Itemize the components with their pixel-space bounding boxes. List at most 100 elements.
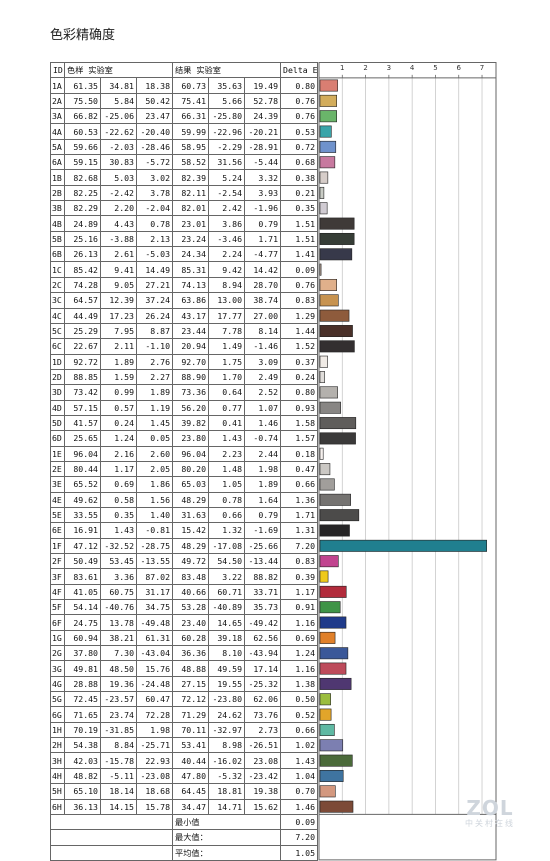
bar-1H [319, 723, 335, 736]
cell-id: 3C [50, 292, 65, 309]
cell-ref-lab: 0.99 [100, 384, 137, 401]
cell-res-lab: 96.04 [172, 445, 210, 462]
bar-4F [319, 585, 347, 598]
table-row: 4B 24.89 4.43 0.78 23.01 3.86 0.79 1.51 [50, 215, 319, 232]
cell-ref-lab: -32.52 [100, 537, 137, 555]
cell-res-lab: 1.98 [244, 460, 282, 478]
cell-res-lab: 8.94 [208, 276, 246, 294]
cell-ref-lab: 26.13 [64, 246, 101, 263]
table-row: 1H 70.19 -31.85 1.98 70.11 -32.97 2.73 0.66 [50, 721, 319, 739]
cell-delta-e: 1.43 [280, 752, 319, 769]
cell-delta-e: 1.16 [280, 660, 319, 677]
summary-label: 最小值 [172, 813, 282, 831]
cell-ref-lab: 82.29 [64, 200, 101, 217]
cell-id: 5F [50, 599, 65, 616]
cell-res-lab: 1.48 [208, 460, 246, 478]
cell-res-lab: 43.17 [172, 307, 210, 324]
cell-res-lab: -13.44 [244, 552, 282, 570]
cell-res-lab: -22.96 [208, 123, 246, 140]
cell-id: 1E [50, 445, 65, 462]
cell-res-lab: 17.14 [244, 660, 282, 677]
cell-ref-lab: 48.50 [100, 660, 137, 677]
cell-res-lab: 17.77 [208, 307, 246, 324]
cell-delta-e: 0.47 [280, 460, 319, 478]
cell-ref-lab: -31.85 [100, 721, 137, 739]
cell-res-lab: 2.52 [244, 384, 282, 401]
cell-res-lab: 82.39 [172, 169, 210, 186]
cell-res-lab: 19.49 [244, 77, 282, 94]
cell-ref-lab: 59.15 [64, 154, 101, 171]
cell-res-lab: 52.78 [244, 92, 282, 110]
cell-res-lab: 75.41 [172, 92, 210, 110]
cell-ref-lab: 9.41 [100, 261, 137, 278]
cell-id: 2C [50, 276, 65, 294]
cell-res-lab: 8.10 [208, 645, 246, 662]
cell-res-lab: 54.50 [208, 552, 246, 570]
table-row: 3B 82.29 2.20 -2.04 82.01 2.42 -1.96 0.35 [50, 200, 319, 217]
x-tick-label: 6 [457, 64, 462, 72]
cell-ref-lab: 27.21 [135, 276, 174, 294]
cell-id: 2F [50, 552, 65, 570]
cell-ref-lab: -22.62 [100, 123, 137, 140]
table-row: 3E 65.52 0.69 1.86 65.03 1.05 1.89 0.66 [50, 476, 319, 493]
cell-delta-e: 0.72 [280, 138, 319, 156]
table-row: 6E 16.91 1.43 -0.81 15.42 1.32 -1.69 1.31 [50, 522, 319, 539]
cell-id: 3B [50, 200, 65, 217]
cell-id: 5C [50, 322, 65, 340]
table-row: 2D 88.85 1.59 2.27 88.90 1.70 2.49 0.24 [50, 368, 319, 386]
cell-ref-lab: 66.82 [64, 108, 101, 125]
cell-ref-lab: 8.87 [135, 322, 174, 340]
cell-id: 2E [50, 460, 65, 478]
cell-id: 2B [50, 184, 65, 202]
table-row: 6F 24.75 13.78 -49.48 23.40 14.65 -49.42 1.16 [50, 614, 319, 631]
cell-res-lab: 15.42 [172, 522, 210, 539]
table-row: 1A 61.35 34.81 18.38 60.73 35.63 19.49 0.80 [50, 77, 319, 94]
table-row: 1C 85.42 9.41 14.49 85.31 9.42 14.42 0.09 [50, 261, 319, 278]
cell-ref-lab: 13.78 [100, 614, 137, 631]
cell-res-lab: 65.03 [172, 476, 210, 493]
cell-res-lab: 70.11 [172, 721, 210, 739]
cell-res-lab: 71.29 [172, 706, 210, 723]
cell-ref-lab: 54.14 [64, 599, 101, 616]
cell-res-lab: 59.99 [172, 123, 210, 140]
cell-ref-lab: 85.42 [64, 261, 101, 278]
cell-delta-e: 1.58 [280, 414, 319, 432]
cell-res-lab: 19.55 [208, 675, 246, 693]
cell-id: 2D [50, 368, 65, 386]
cell-ref-lab: 34.75 [135, 599, 174, 616]
table-row: 6B 26.13 2.61 -5.03 24.34 2.24 -4.77 1.41 [50, 246, 319, 263]
cell-ref-lab: 2.20 [100, 200, 137, 217]
cell-delta-e: 0.39 [280, 568, 319, 585]
summary-blank [49, 844, 174, 861]
bar-3H [319, 754, 353, 767]
cell-ref-lab: 65.10 [64, 783, 101, 800]
cell-ref-lab: 1.40 [135, 506, 174, 524]
cell-ref-lab: 60.53 [64, 123, 101, 140]
table-row: 2E 80.44 1.17 2.05 80.20 1.48 1.98 0.47 [50, 460, 319, 478]
cell-ref-lab: 2.27 [135, 368, 174, 386]
cell-delta-e: 1.51 [280, 215, 319, 232]
bar-4H [319, 770, 344, 782]
cell-ref-lab: 3.36 [100, 568, 137, 585]
cell-ref-lab: -28.46 [135, 138, 174, 156]
cell-ref-lab: 24.75 [64, 614, 101, 631]
x-tick-label: 5 [433, 64, 437, 72]
cell-res-lab: 24.62 [208, 706, 246, 723]
cell-ref-lab: 50.49 [64, 552, 101, 570]
cell-ref-lab: 15.76 [135, 660, 174, 677]
cell-id: 1B [50, 169, 65, 186]
cell-res-lab: -2.29 [208, 138, 246, 156]
bar-4G [319, 677, 352, 690]
cell-ref-lab: 14.49 [135, 261, 174, 278]
bar-2A [319, 94, 338, 107]
cell-res-lab: -40.89 [208, 599, 246, 616]
cell-res-lab: 38.74 [244, 292, 282, 309]
cell-res-lab: -25.80 [208, 108, 246, 125]
cell-res-lab: -26.51 [244, 737, 282, 754]
cell-id: 3A [50, 108, 65, 125]
bar-2F [319, 555, 339, 568]
cell-id: 5H [50, 783, 65, 800]
cell-id: 2G [50, 645, 65, 662]
cell-res-lab: 40.66 [172, 583, 210, 601]
cell-res-lab: 1.07 [244, 399, 282, 416]
